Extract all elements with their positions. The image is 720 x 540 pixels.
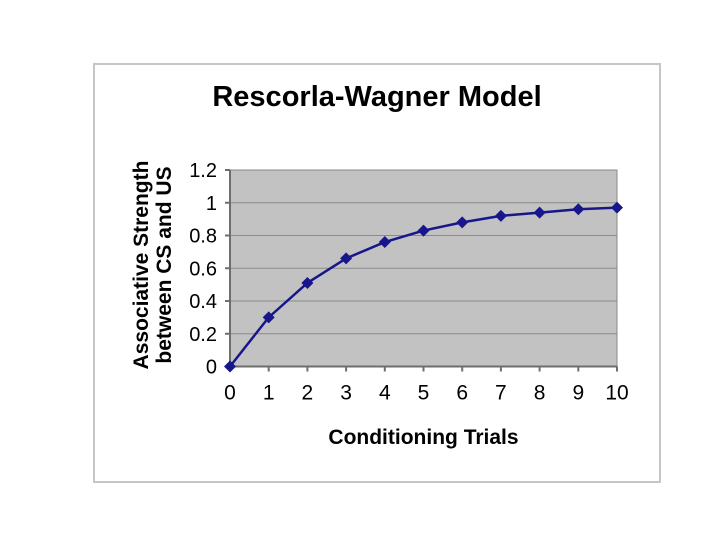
x-tick-label: 9 xyxy=(572,382,584,405)
y-tick-label: 0.4 xyxy=(189,291,217,313)
x-tick-label: 10 xyxy=(605,382,628,405)
data-point-marker xyxy=(611,201,623,214)
data-point-marker xyxy=(417,224,430,237)
chart-frame: Rescorla-Wagner Model Associative Streng… xyxy=(93,63,661,483)
x-tick-label: 1 xyxy=(263,382,275,405)
plot-area-svg: 1.2 1 0.8 0.6 0.4 0.2 00 1 2 3 4 5 6 7 8 9 10 xyxy=(189,160,628,405)
x-axis-label: Conditioning Trials xyxy=(328,426,519,449)
data-point-marker xyxy=(572,203,585,216)
y-tick-label: 0.6 xyxy=(189,258,217,280)
data-point-marker xyxy=(378,236,391,249)
data-point-marker xyxy=(224,360,236,373)
x-tick-label: 2 xyxy=(302,382,314,405)
y-tick-label: 0 xyxy=(206,357,217,379)
y-tick-label: 1 xyxy=(206,193,217,215)
data-point-marker xyxy=(262,311,275,324)
data-point-marker xyxy=(456,216,469,229)
data-point-marker xyxy=(494,209,507,222)
data-point-marker xyxy=(533,206,546,219)
x-tick-label: 3 xyxy=(340,382,352,405)
data-point-marker xyxy=(340,252,353,265)
x-tick-label: 4 xyxy=(379,382,391,405)
x-tick-label: 0 xyxy=(224,382,236,405)
chart-title: Rescorla-Wagner Model xyxy=(212,81,542,113)
x-tick-label: 5 xyxy=(418,382,430,405)
x-tick-label: 8 xyxy=(534,382,546,405)
x-tick-label: 6 xyxy=(456,382,468,405)
y-tick-label: 0.2 xyxy=(189,324,217,346)
y-tick-label: 1.2 xyxy=(189,160,217,182)
data-point-marker xyxy=(301,276,314,289)
x-tick-label: 7 xyxy=(495,382,507,405)
y-tick-label: 0.8 xyxy=(189,226,217,248)
